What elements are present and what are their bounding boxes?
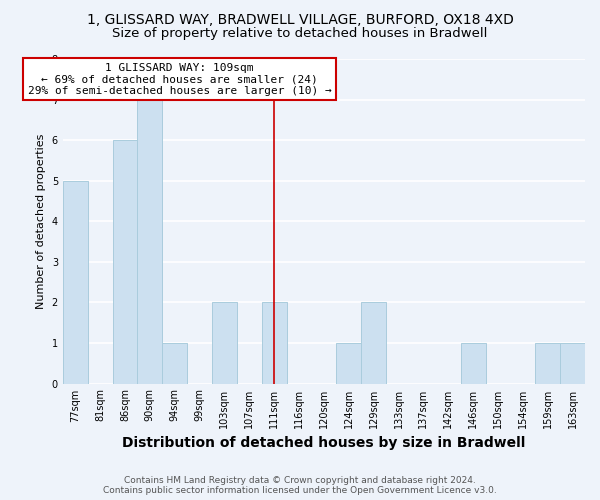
Bar	[137, 100, 162, 384]
Text: Contains HM Land Registry data © Crown copyright and database right 2024.
Contai: Contains HM Land Registry data © Crown c…	[103, 476, 497, 495]
Text: 1 GLISSARD WAY: 109sqm
← 69% of detached houses are smaller (24)
29% of semi-det: 1 GLISSARD WAY: 109sqm ← 69% of detached…	[28, 62, 332, 96]
Y-axis label: Number of detached properties: Number of detached properties	[36, 134, 46, 309]
Bar	[337, 343, 361, 384]
Text: Size of property relative to detached houses in Bradwell: Size of property relative to detached ho…	[112, 28, 488, 40]
Bar	[113, 140, 137, 384]
Bar	[560, 343, 585, 384]
Bar	[212, 302, 237, 384]
Bar	[461, 343, 485, 384]
Bar	[63, 180, 88, 384]
X-axis label: Distribution of detached houses by size in Bradwell: Distribution of detached houses by size …	[122, 436, 526, 450]
Bar	[535, 343, 560, 384]
Bar	[162, 343, 187, 384]
Bar	[262, 302, 287, 384]
Text: 1, GLISSARD WAY, BRADWELL VILLAGE, BURFORD, OX18 4XD: 1, GLISSARD WAY, BRADWELL VILLAGE, BURFO…	[86, 12, 514, 26]
Bar	[361, 302, 386, 384]
